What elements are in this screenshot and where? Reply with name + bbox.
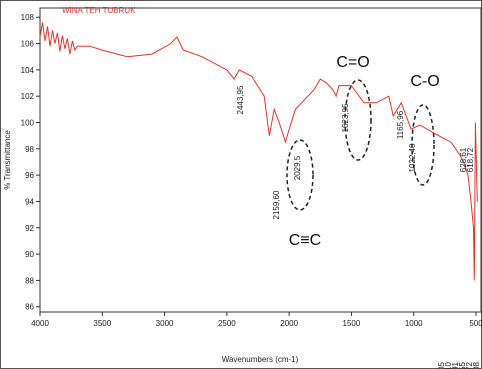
y-tick-label: 98 (25, 145, 34, 154)
peak-label: 1022,40 (408, 143, 417, 172)
peak-label: 618,72 (466, 147, 475, 172)
y-tick-label: 106 (21, 40, 35, 49)
peak-label: 514,08 (472, 361, 481, 369)
y-tick-label: 102 (21, 92, 35, 101)
x-tick-label: 1000 (405, 319, 423, 328)
peak-label: 1623,95 (341, 103, 350, 132)
y-tick-label: 100 (21, 118, 35, 127)
x-tick-label: 2500 (218, 319, 236, 328)
peak-label: 2159,60 (272, 190, 281, 219)
peak-label: 564,05 (437, 361, 446, 369)
ellipse (344, 79, 372, 161)
group-label: C≡C (289, 232, 321, 249)
plot-area (39, 7, 482, 313)
x-tick-label: 3500 (93, 319, 111, 328)
y-tick-label: 88 (25, 276, 34, 285)
peak-label: 539,91 (451, 361, 460, 369)
y-tick-label: 108 (21, 13, 35, 22)
y-tick-label: 96 (25, 171, 34, 180)
x-axis-label: Wavenumbers (cm-1) (222, 355, 299, 364)
ellipse (411, 104, 435, 186)
y-tick-label: 90 (25, 250, 34, 259)
y-tick-label: 92 (25, 224, 34, 233)
peak-label: 528,72 (465, 361, 474, 369)
y-tick-label: 94 (25, 197, 34, 206)
peak-label: 628,61 (459, 147, 468, 172)
peak-label: 532,55 (458, 361, 467, 369)
peak-label: 2029,5 (293, 155, 302, 180)
y-tick-label: 104 (21, 66, 35, 75)
x-tick-label: 3000 (156, 319, 174, 328)
x-tick-label: 1500 (343, 319, 361, 328)
x-tick-label: 2000 (280, 319, 298, 328)
group-label: C=O (336, 54, 369, 71)
peak-label: 2443,95 (236, 85, 245, 114)
peak-label: 1165,96 (396, 110, 405, 139)
chart-title: WINA TEH TUBRUK (62, 6, 136, 15)
y-tick-label: 86 (25, 303, 34, 312)
x-tick-label: 500 (469, 319, 482, 328)
spectrum-line (39, 22, 478, 281)
group-label: C-O (410, 73, 439, 90)
x-tick-label: 4000 (31, 319, 49, 328)
ellipse (286, 139, 314, 211)
peak-label: 546,10 (444, 361, 453, 369)
y-axis-label: % Transmittance (3, 130, 12, 190)
